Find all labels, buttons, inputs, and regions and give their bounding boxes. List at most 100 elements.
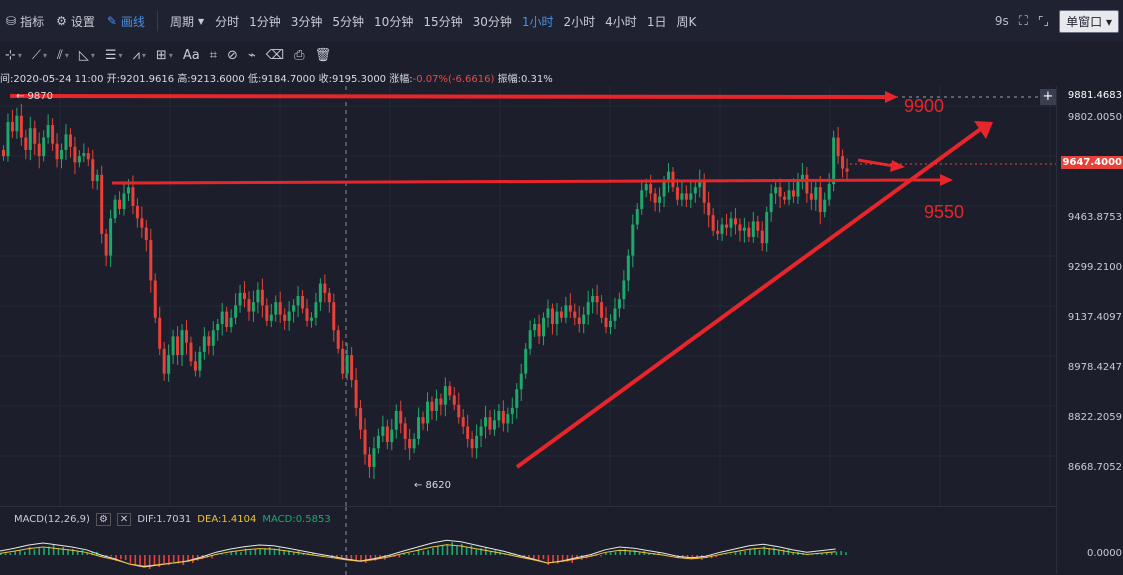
candle-body [689,193,693,200]
macd-bar [600,555,602,557]
fullscreen-icon[interactable]: ⛶ [1018,13,1028,29]
candle-body [823,199,827,213]
period-3[interactable]: 5分钟 [332,14,365,29]
macd-panel[interactable] [0,506,1056,575]
screenshot-icon[interactable]: ⌜⌟ [1037,14,1050,28]
period-dropdown[interactable]: 周期 ▼ [169,14,205,29]
macd-bar [605,552,607,555]
macd-bar [364,555,367,563]
lock-tool[interactable]: ⎙ [289,48,309,63]
candle-body [434,398,438,411]
grid-icon: ⊞ [155,47,167,63]
candle-body [220,311,224,324]
period-4[interactable]: 10分钟 [374,14,414,29]
macd-bar [288,550,290,555]
period-10[interactable]: 1日 [646,14,667,29]
add-alert-button[interactable]: + [1040,89,1056,105]
wave-icon: ⩘ [132,47,140,63]
candle-body [470,438,474,449]
candle-body [158,317,162,349]
macd-bar [638,551,641,555]
wave-tool[interactable]: ⩘ ▾ [132,47,146,63]
candle-body [778,187,782,197]
candle-body [707,202,711,216]
period-7[interactable]: 1小时 [521,14,554,29]
line-tool[interactable]: ⟋ ▾ [31,47,48,63]
period-9[interactable]: 4小时 [605,14,637,29]
macd-bar [825,552,828,555]
candlestick-chart[interactable] [0,86,1056,506]
period-5[interactable]: 15分钟 [423,14,463,29]
period-1[interactable]: 1分钟 [249,14,281,29]
angle-icon: ◺ [78,47,89,63]
period-0[interactable]: 分时 [215,14,240,29]
candle-body [479,426,483,436]
pattern-tool[interactable]: ⌗ [205,48,222,63]
candle-body [729,218,733,228]
candle-body [385,426,389,443]
fib-tool[interactable]: ☰ ▾ [104,47,123,63]
macd-bar [758,549,761,555]
dif-line [0,539,836,568]
macd-bar [648,553,650,555]
candle-body [10,121,14,132]
macd-bar [19,550,21,555]
measure-tool[interactable]: ⊞ ▾ [155,47,173,63]
macd-bar [302,553,305,555]
close-icon[interactable]: ✕ [116,512,132,526]
triangle-tool[interactable]: ◺ ▾ [78,47,95,63]
price-axis[interactable]: 9881.4683 9647.4000 0.0000 9802.0050 9463… [1056,86,1123,574]
settings-button[interactable]: ⚙ 设置 [56,14,95,29]
candle-body [198,351,202,371]
candle-body [484,417,488,427]
delete-tool[interactable]: 🗑 [310,48,337,63]
window-mode-dropdown[interactable]: 单窗口 ▾ [1059,9,1119,33]
settings-icon[interactable]: ⚙ [95,512,111,526]
macd-bar [100,555,103,557]
macd-bar [509,553,511,555]
eraser-tool[interactable]: ⌫ [261,48,289,63]
macd-bar [9,553,12,555]
macd-zero-label: 0.0000 [1087,548,1122,559]
candle-body [82,153,86,157]
indicator-button[interactable]: ⛁ 指标 [6,14,45,29]
period-11[interactable]: 周K [676,14,697,29]
macd-bar [340,555,343,558]
period-6[interactable]: 30分钟 [472,14,512,29]
macd-bar [355,555,357,561]
refresh-seconds[interactable]: 9s [994,14,1009,28]
candle-body [193,361,197,371]
ruler-tool[interactable]: ⌁ [243,48,261,63]
candle-body [283,314,287,321]
candle-body [24,137,28,150]
candle-body [515,389,519,408]
text-tool[interactable]: Aa [182,47,200,63]
candle-body [260,289,264,306]
cursor-tool[interactable]: ⊹ ▾ [5,47,22,63]
price-tick: 8978.4247 [1067,362,1122,373]
candle-body [537,323,541,337]
candle-body [42,137,46,157]
candle-body [492,420,496,430]
annotation-lower: 9550 [924,202,965,222]
candle-body [524,348,528,374]
macd-bar [821,553,823,555]
macd-bar [273,548,276,555]
candle-body [341,348,345,374]
candle-body [403,423,407,439]
macd-bar [523,555,526,558]
macd-bar [182,555,185,565]
macd-bar [403,553,405,555]
draw-button[interactable]: ✎ 画线 [106,14,145,29]
candle-body [542,317,546,337]
candle-body [649,184,653,194]
candle-body [296,296,300,306]
macd-bar [768,548,770,555]
parallel-tool[interactable]: ⫽ ▾ [57,47,69,63]
magnet-tool[interactable]: ⊘ [222,48,243,63]
macd-bar [163,555,165,564]
period-8[interactable]: 2小时 [563,14,596,29]
period-2[interactable]: 3分钟 [290,14,323,29]
price-tick: 9802.0050 [1067,112,1122,123]
candle-body [100,174,104,234]
